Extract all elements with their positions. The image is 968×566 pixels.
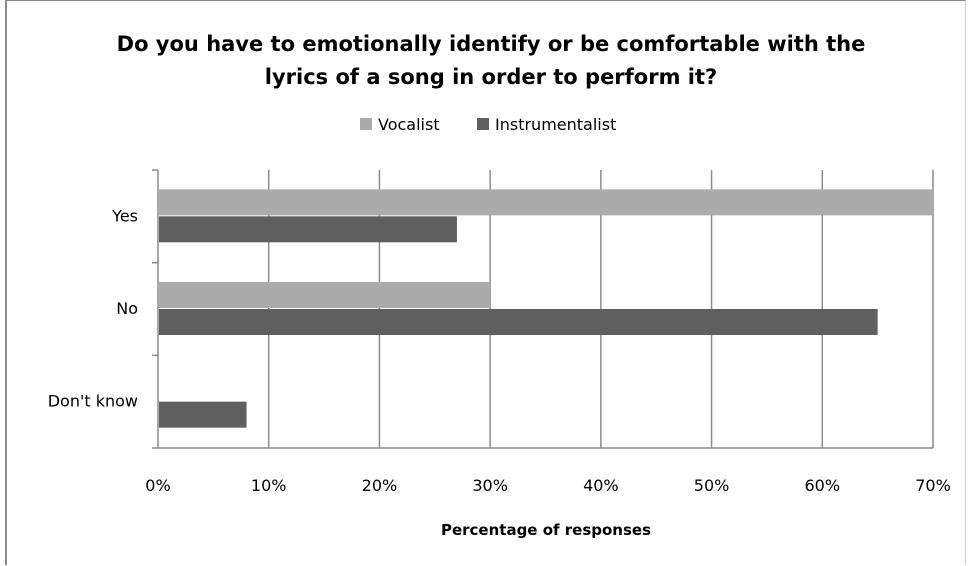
bar-vocalist-yes <box>159 189 933 216</box>
y-tick-labels: Yes No Don't know <box>48 206 138 410</box>
x-tick-label: 10% <box>251 476 287 495</box>
legend-swatch-instrumentalist <box>477 118 489 130</box>
legend: Vocalist Instrumentalist <box>360 115 616 134</box>
x-tick-label: 30% <box>472 476 508 495</box>
axes <box>152 169 933 449</box>
x-tick-label: 20% <box>362 476 398 495</box>
legend-label-vocalist: Vocalist <box>378 115 440 134</box>
y-tick-label: No <box>116 299 138 318</box>
bar-vocalist-no <box>159 282 491 308</box>
bars <box>159 189 933 428</box>
x-tick-label: 0% <box>145 476 170 495</box>
chart-title-line-1: Do you have to emotionally identify or b… <box>117 32 866 56</box>
bar-instrumentalist-no <box>159 309 878 335</box>
legend-swatch-vocalist <box>360 118 372 130</box>
legend-label-instrumentalist: Instrumentalist <box>495 115 616 134</box>
bar-instrumentalist-yes <box>159 216 457 243</box>
chart-frame: Do you have to emotionally identify or b… <box>5 0 966 565</box>
y-tick-label: Yes <box>111 206 138 225</box>
x-tick-label: 70% <box>915 476 951 495</box>
x-tick-labels: 0% 10% 20% 30% 40% 50% 60% 70% <box>145 476 950 495</box>
x-tick-label: 50% <box>694 476 730 495</box>
bar-instrumentalist-don-t-know <box>159 401 247 428</box>
bar-chart: Do you have to emotionally identify or b… <box>48 32 951 539</box>
x-tick-label: 60% <box>805 476 841 495</box>
chart-title-line-2: lyrics of a song in order to perform it? <box>265 65 717 89</box>
x-axis-title: Percentage of responses <box>441 521 651 539</box>
y-tick-label: Don't know <box>48 392 138 411</box>
x-tick-label: 40% <box>583 476 619 495</box>
